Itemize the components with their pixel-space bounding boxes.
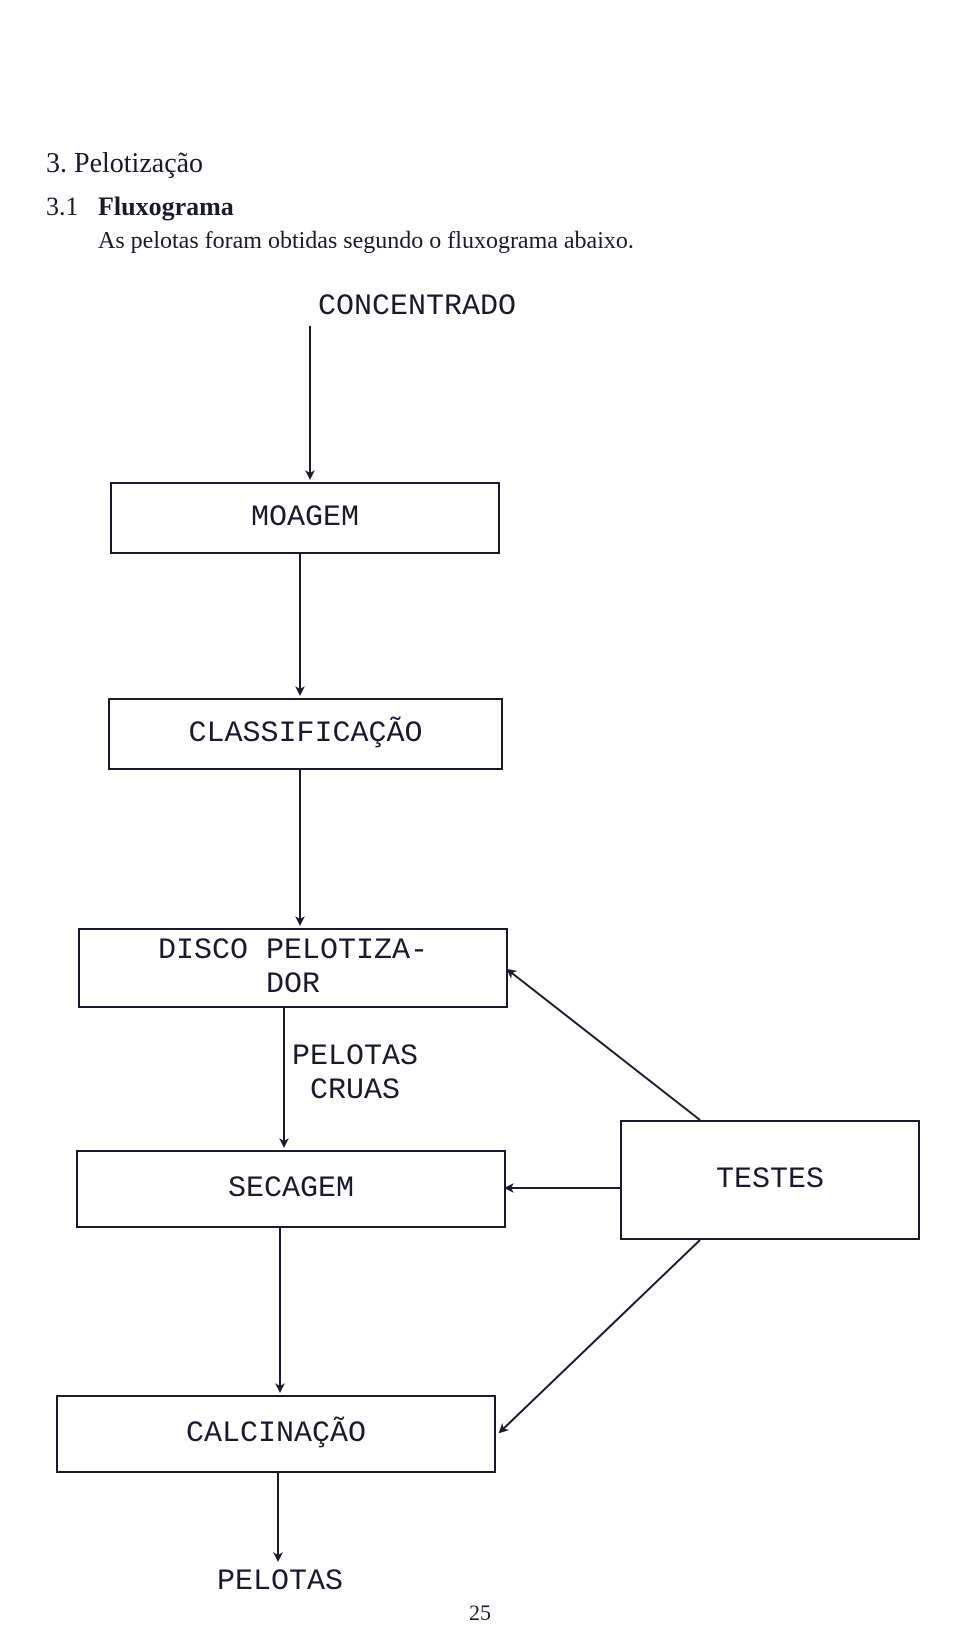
flow-node-secagem: SECAGEM — [76, 1150, 506, 1228]
flow-node-classificacao: CLASSIFICAÇÃO — [108, 698, 503, 770]
flow-label-pelotas_cruas: PELOTASCRUAS — [265, 1040, 445, 1108]
flow-edge-testes-disco — [508, 970, 700, 1120]
page-number: 25 — [469, 1600, 491, 1626]
flow-node-disco: DISCO PELOTIZA-DOR — [78, 928, 508, 1008]
flow-node-calcinacao: CALCINAÇÃO — [56, 1395, 496, 1473]
flow-node-testes: TESTES — [620, 1120, 920, 1240]
flow-start-label: CONCENTRADO — [287, 290, 547, 324]
flow-node-moagem: MOAGEM — [110, 482, 500, 554]
flow-edge-testes-calcinacao — [500, 1240, 700, 1432]
flow-label-pelotas_final: PELOTAS — [200, 1565, 360, 1599]
